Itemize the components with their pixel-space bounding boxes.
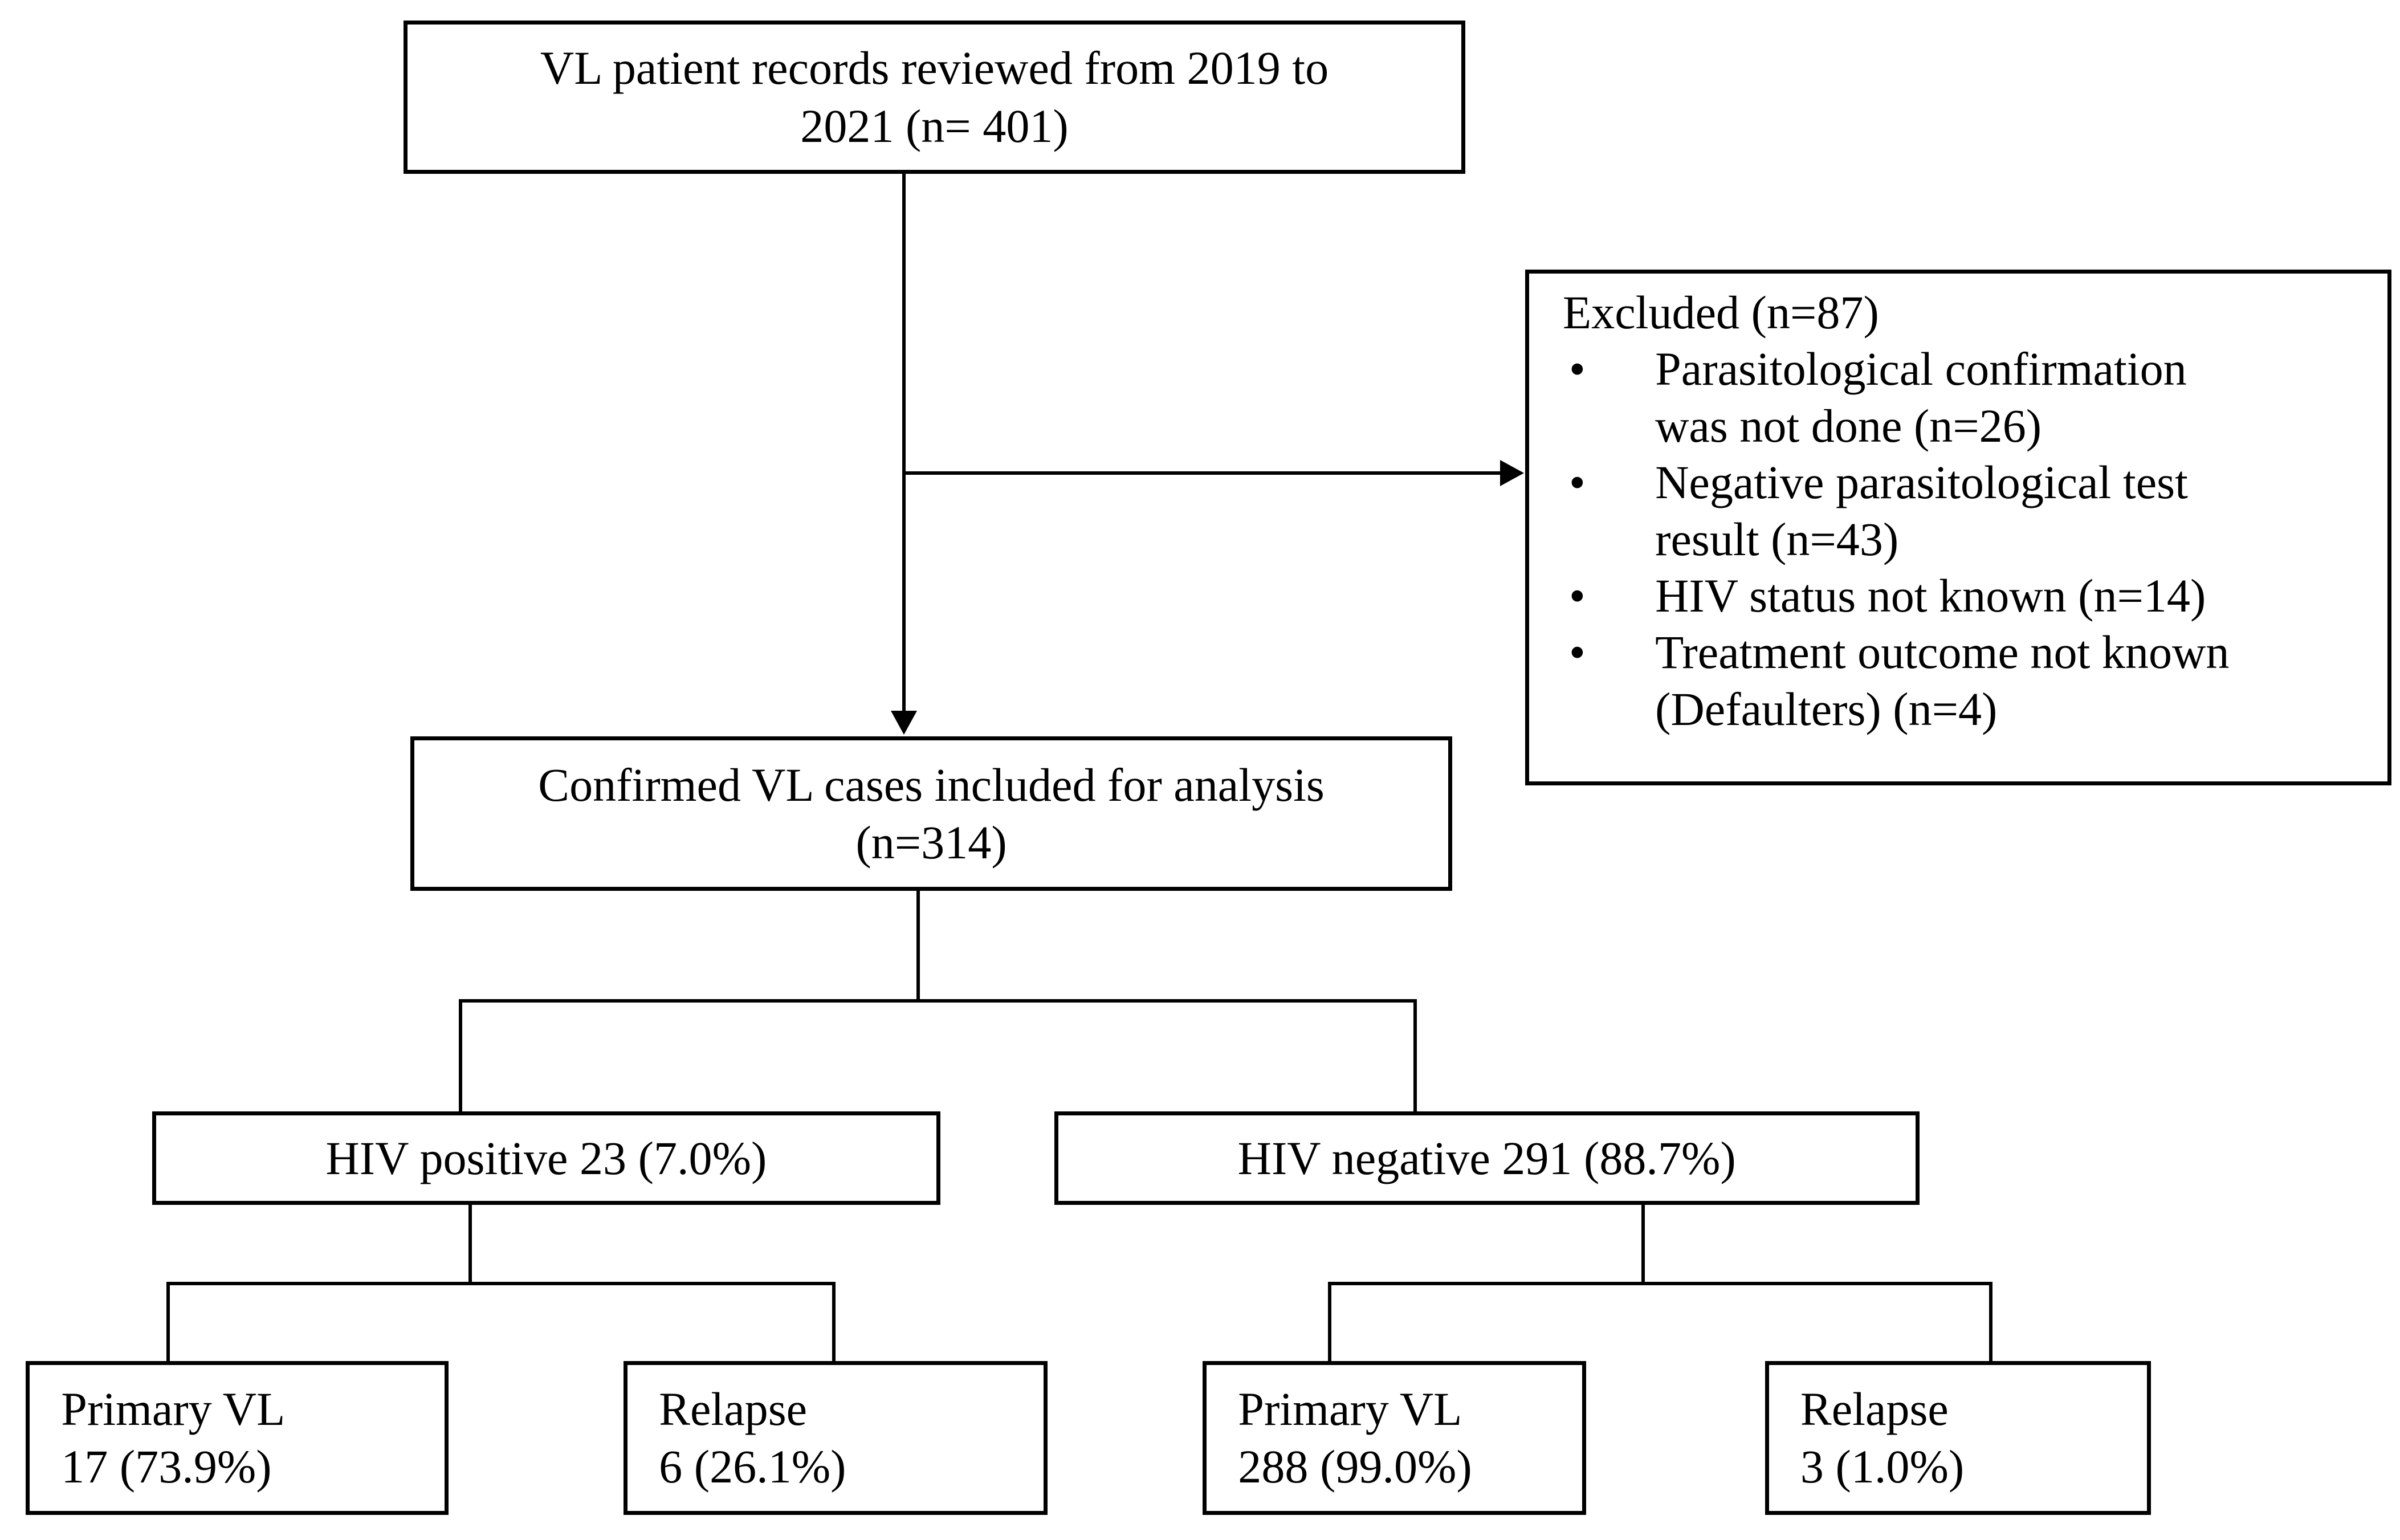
bullet-icon: • [1568,343,1586,396]
connector-primary-vl-positive-drop [166,1282,170,1361]
relapse-negative-line1: Relapse [1800,1383,1949,1436]
box-excluded: Excluded (n=87) • Parasitological confir… [1525,270,2392,786]
box-confirmed-cases: Confirmed VL cases included for analysis… [410,736,1453,891]
records-reviewed-line1: VL patient records reviewed from 2019 to [540,42,1329,95]
primary-vl-negative-line1: Primary VL [1238,1383,1462,1436]
box-records-reviewed: VL patient records reviewed from 2019 to… [403,20,1466,174]
excluded-item-text: Treatment outcome not known (Defaulters)… [1655,626,2230,735]
confirmed-cases-line1: Confirmed VL cases included for analysis [538,759,1325,811]
hiv-negative-label: HIV negative 291 (88.7%) [1237,1132,1736,1184]
connector-hiv-negative-stub [1641,1205,1645,1282]
primary-vl-negative-line2: 288 (99.0%) [1238,1441,1472,1493]
connector-primary-vl-negative-drop [1327,1282,1331,1361]
bullet-icon: • [1568,626,1586,679]
box-primary-vl-hiv-positive: Primary VL 17 (73.9%) [26,1361,449,1515]
connector-hiv-positive-drop [459,999,463,1112]
relapse-positive-line1: Relapse [659,1383,808,1436]
box-primary-vl-hiv-negative: Primary VL 288 (99.0%) [1203,1361,1587,1515]
connector-to-excluded [902,471,1500,475]
excluded-item: • Treatment outcome not known (Defaulter… [1529,624,2371,738]
excluded-item: • HIV status not known (n=14) [1529,568,2371,624]
connector-relapse-positive-drop [832,1282,836,1361]
primary-vl-positive-line2: 17 (73.9%) [61,1441,272,1493]
relapse-positive-line2: 6 (26.1%) [659,1441,846,1493]
connector-hiv-negative-drop [1413,999,1417,1112]
excluded-item: • Parasitological confirmation was not d… [1529,341,2371,454]
connector-negative-leaf-split [1327,1282,1990,1285]
excluded-title: Excluded (n=87) [1563,287,1879,339]
excluded-item-text: HIV status not known (n=14) [1655,569,2206,622]
connector-hiv-split [459,999,1414,1003]
connector-relapse-negative-drop [1989,1282,1992,1361]
connector-confirmed-stub [916,891,920,1000]
excluded-item-text: Negative parasitological test result (n=… [1655,457,2188,565]
bullet-icon: • [1568,457,1586,509]
connector-hiv-positive-stub [468,1205,472,1282]
confirmed-cases-line2: (n=314) [855,816,1007,869]
box-hiv-positive: HIV positive 23 (7.0%) [152,1111,940,1205]
relapse-negative-line2: 3 (1.0%) [1800,1441,1965,1493]
excluded-item: • Negative parasitological test result (… [1529,454,2371,568]
excluded-item-text: Parasitological confirmation was not don… [1655,343,2187,452]
arrowhead-down-icon [890,711,917,735]
connector-top-to-confirmed [902,174,906,711]
connector-positive-leaf-split [166,1282,832,1285]
box-hiv-negative: HIV negative 291 (88.7%) [1054,1111,1920,1205]
box-relapse-hiv-positive: Relapse 6 (26.1%) [624,1361,1048,1515]
primary-vl-positive-line1: Primary VL [61,1383,286,1436]
hiv-positive-label: HIV positive 23 (7.0%) [325,1132,767,1184]
arrowhead-right-icon [1500,459,1524,486]
box-relapse-hiv-negative: Relapse 3 (1.0%) [1765,1361,2151,1515]
records-reviewed-line2: 2021 (n= 401) [800,100,1069,152]
bullet-icon: • [1568,569,1586,622]
